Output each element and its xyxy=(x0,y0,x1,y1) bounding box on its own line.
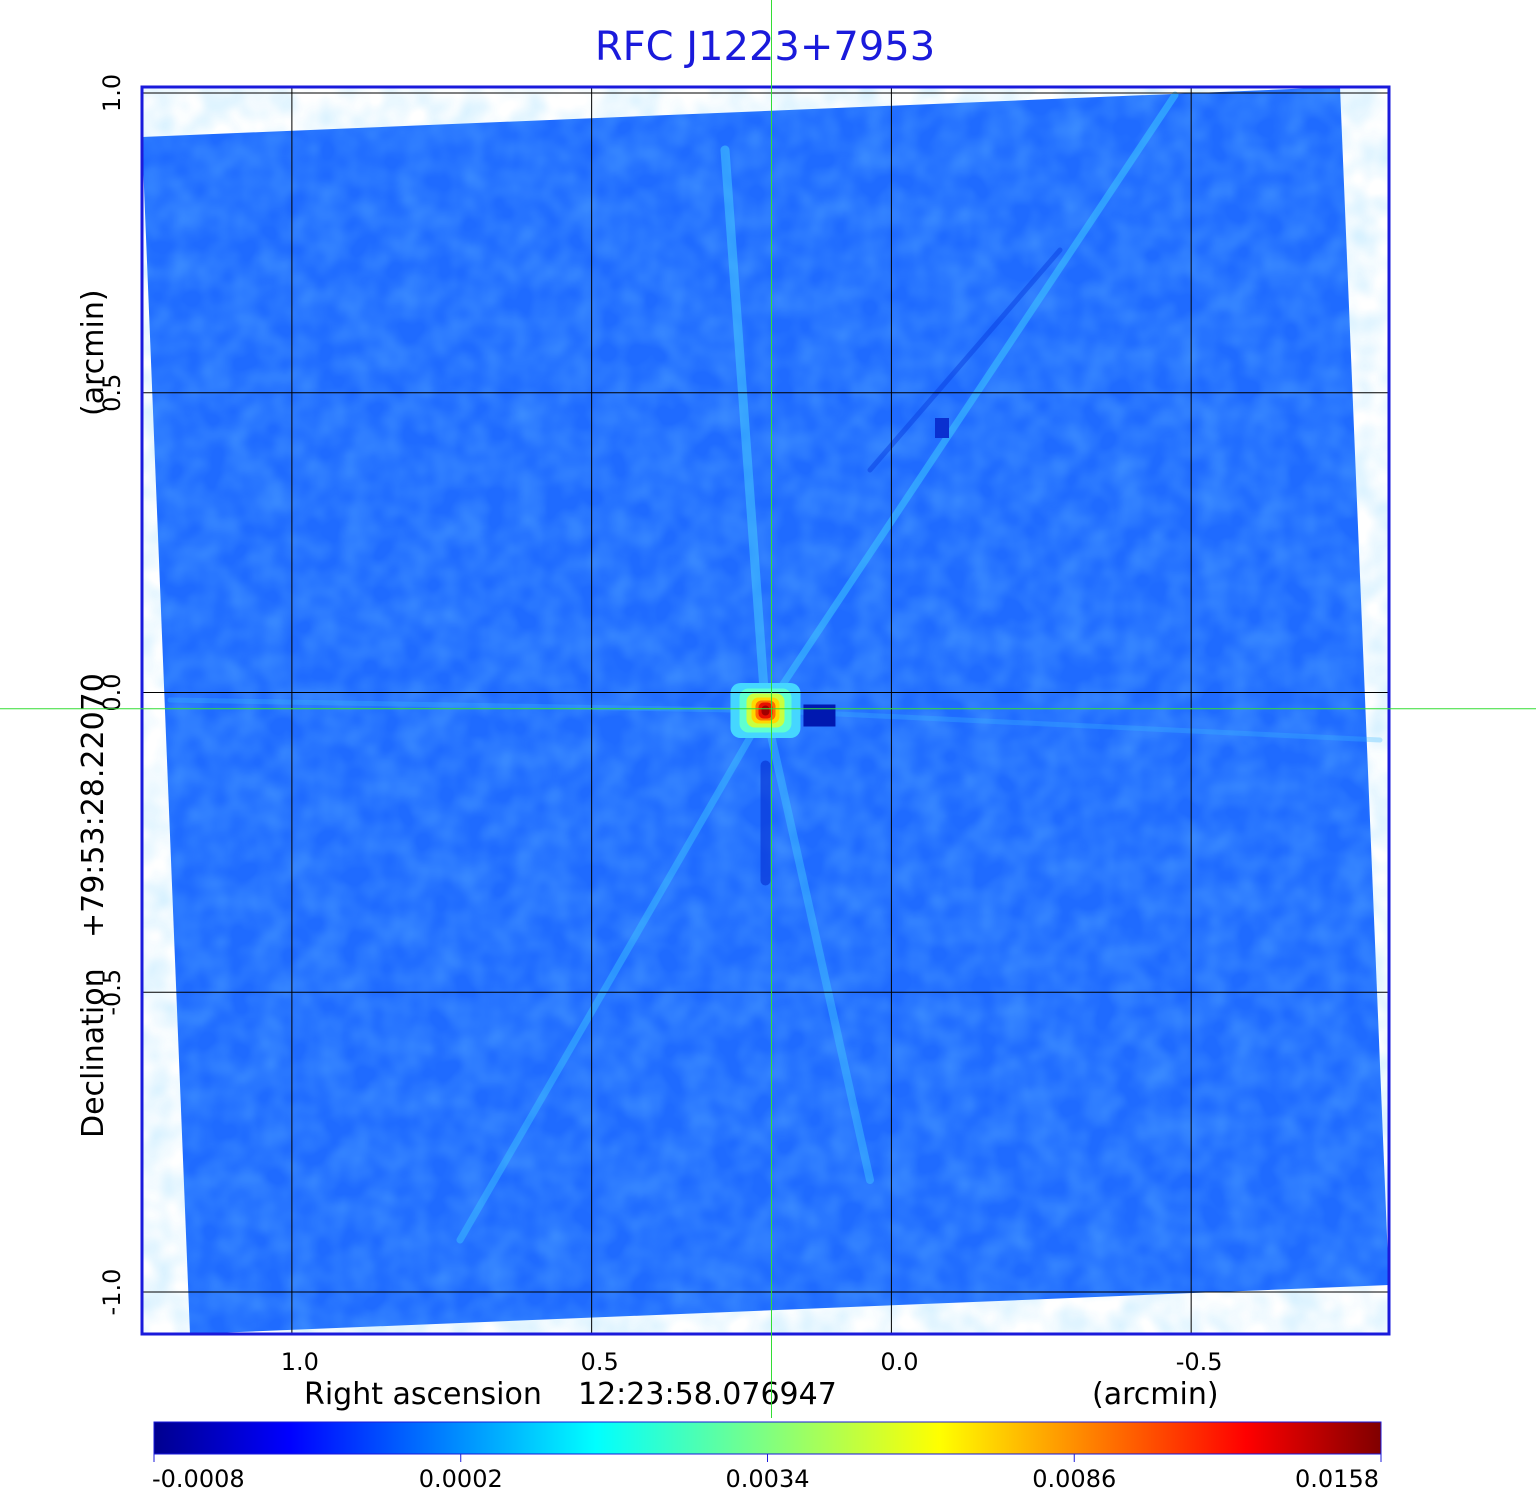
x-tick-label: 1.0 xyxy=(281,1348,319,1376)
negative-feature xyxy=(803,704,836,727)
colorbar xyxy=(153,1421,1382,1455)
y-axis-center-value: +79:53:28.22070 xyxy=(76,673,111,938)
y-tick-label: -1.0 xyxy=(98,1269,126,1316)
sidelobe-streak xyxy=(761,706,874,1184)
colorbar-tick-label: 0.0034 xyxy=(726,1465,810,1493)
negative-spot xyxy=(935,418,949,438)
y-tick-label: -0.5 xyxy=(98,969,126,1016)
crosshair xyxy=(0,0,1536,1418)
colorbar-tick-label: 0.0086 xyxy=(1032,1465,1116,1493)
colorbar-tick-label: 0.0158 xyxy=(1295,1465,1379,1493)
sidelobe-streak xyxy=(456,707,769,1244)
x-axis-ticks: 1.0 0.5 0.0 -0.5 xyxy=(281,1348,1223,1376)
sidelobe-streak xyxy=(867,247,1063,473)
sidelobe-streak xyxy=(762,91,1179,714)
plot-frame xyxy=(140,85,1391,1336)
y-axis-unit: (arcmin) xyxy=(76,289,111,416)
coordinate-grid xyxy=(142,87,1389,1334)
colorbar-ticks: -0.0008 0.0002 0.0034 0.0086 0.0158 xyxy=(152,1454,1382,1493)
x-axis-label: Right ascension 12:23:58.076947 (arcmin) xyxy=(304,1377,1219,1412)
chart-title: RFC J1223+7953 xyxy=(595,24,935,70)
y-tick-label: 0.0 xyxy=(98,673,126,711)
x-tick-label: 0.0 xyxy=(880,1348,918,1376)
x-tick-label: 0.5 xyxy=(581,1348,619,1376)
x-tick-label: -0.5 xyxy=(1176,1348,1223,1376)
y-axis-label: Declination +79:53:28.22070 (arcmin) xyxy=(76,289,111,1138)
x-axis-title: Right ascension xyxy=(304,1377,542,1412)
colorbar-tick-label: -0.0008 xyxy=(152,1465,245,1493)
y-tick-label: 0.5 xyxy=(98,374,126,412)
y-axis-ticks: 1.0 0.5 0.0 -0.5 -1.0 xyxy=(98,74,126,1316)
x-axis-unit: (arcmin) xyxy=(1092,1377,1219,1412)
source-level-6 xyxy=(761,705,770,716)
sky-image xyxy=(142,87,1389,1334)
y-tick-label: 1.0 xyxy=(98,74,126,112)
x-axis-center-value: 12:23:58.076947 xyxy=(578,1377,837,1412)
colorbar-tick-label: 0.0002 xyxy=(419,1465,503,1493)
sidelobe-streak xyxy=(720,145,770,715)
y-axis-title: Declination xyxy=(76,968,111,1138)
sidelobe-streak xyxy=(763,708,1383,743)
